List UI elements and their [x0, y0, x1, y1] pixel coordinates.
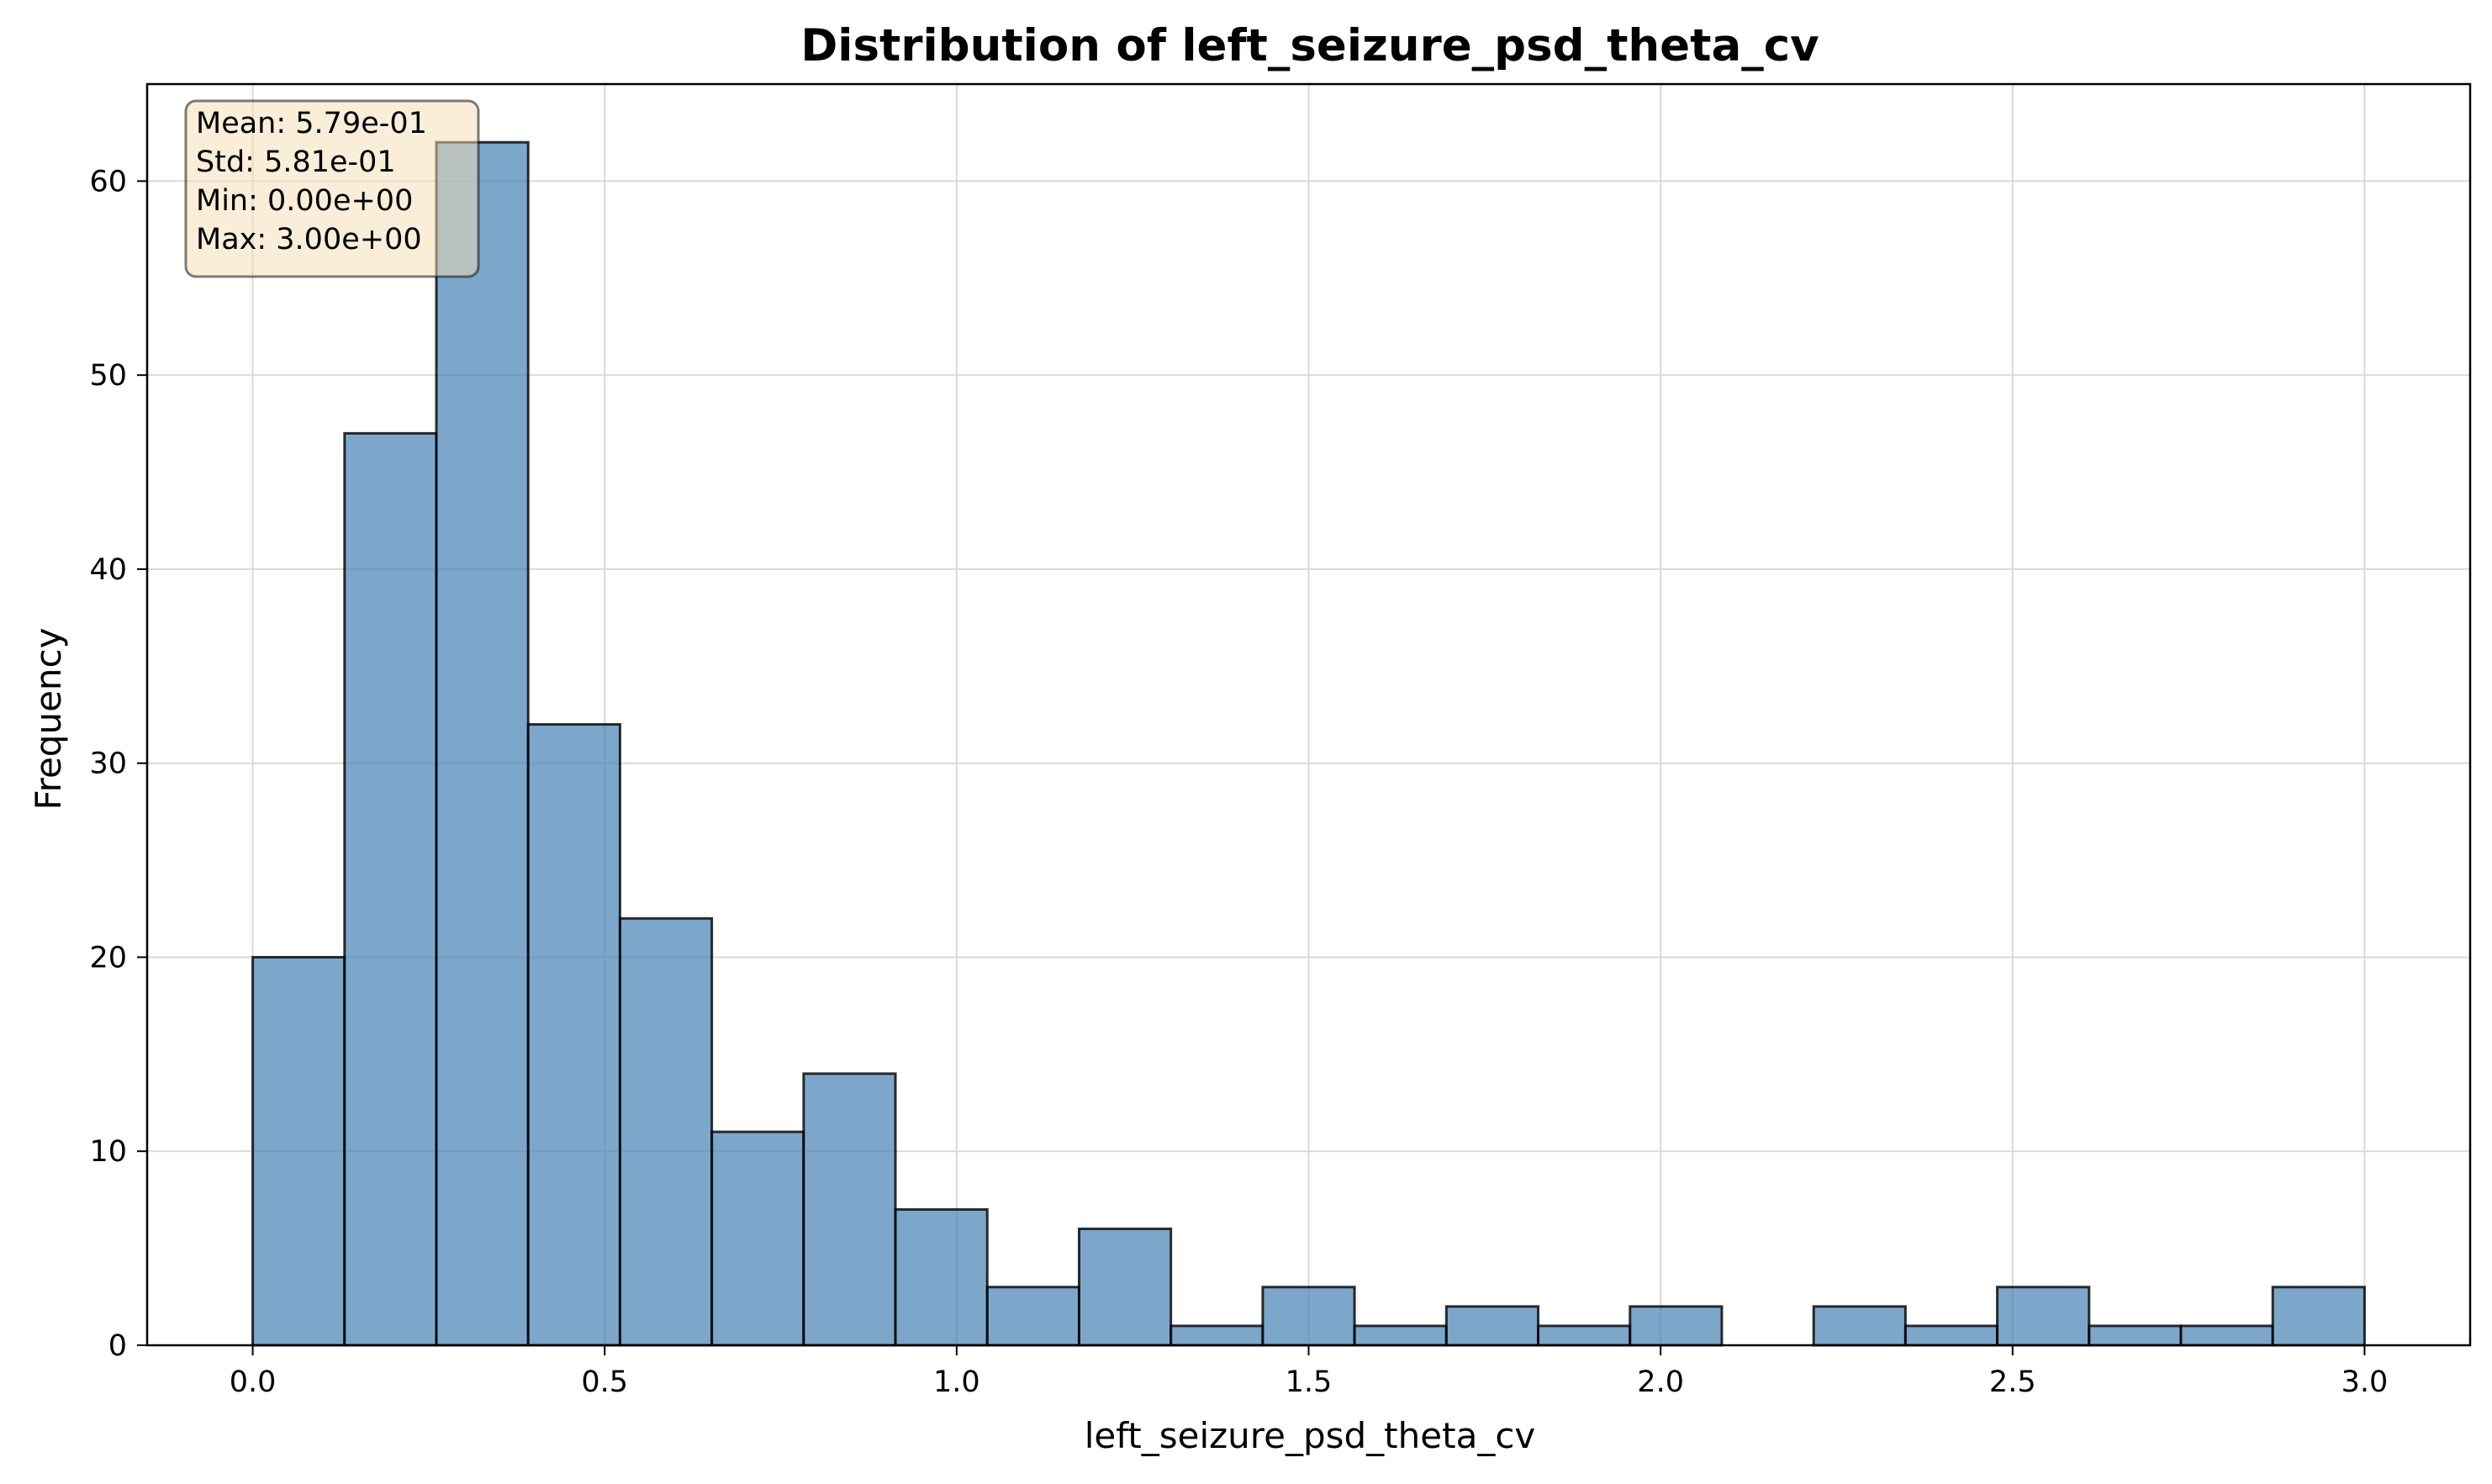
stats-box-background: [184, 99, 480, 278]
stats-box: Mean: 5.79e-01 Std: 5.81e-01 Min: 0.00e+…: [184, 99, 480, 278]
x-tick-label: 3.0: [2342, 1365, 2389, 1399]
histogram-bar: [2179, 1324, 2274, 1347]
histogram-bar: [1169, 1324, 1264, 1347]
histogram-bar: [710, 1130, 805, 1347]
histogram-bar: [1537, 1324, 1632, 1347]
histogram-bar: [343, 431, 438, 1347]
histogram-bar: [802, 1072, 897, 1347]
y-tick-label: 0: [108, 1329, 127, 1363]
histogram-bar: [1903, 1324, 1999, 1347]
chart-title: Distribution of left_seizure_psd_theta_c…: [800, 20, 1819, 71]
histogram-bars: [251, 140, 2366, 1347]
histogram-bar: [2271, 1286, 2366, 1347]
histogram-bar: [1353, 1324, 1448, 1347]
y-axis-ticks: 0 10 20 30 40 50 60: [89, 165, 147, 1363]
histogram-bar: [435, 140, 530, 1347]
stats-min: Min: 0.00e+00: [196, 184, 413, 218]
x-tick-label: 1.0: [933, 1365, 980, 1399]
y-tick-label: 20: [89, 941, 127, 974]
x-tick-label: 0.0: [230, 1365, 277, 1399]
histogram-bar: [1261, 1286, 1356, 1347]
x-axis-ticks: 0.0 0.5 1.0 1.5 2.0 2.5 3.0: [230, 1345, 2388, 1399]
y-tick-label: 40: [89, 553, 127, 587]
y-tick-label: 50: [89, 359, 127, 393]
histogram-bar: [985, 1286, 1080, 1347]
histogram-bar: [1077, 1228, 1173, 1347]
x-tick-label: 2.0: [1637, 1365, 1684, 1399]
histogram-bar: [251, 955, 346, 1347]
y-tick-label: 10: [89, 1135, 127, 1169]
histogram-bar: [1444, 1305, 1540, 1347]
x-tick-label: 0.5: [581, 1365, 628, 1399]
stats-std: Std: 5.81e-01: [196, 145, 396, 179]
histogram-bar: [1629, 1305, 1724, 1347]
histogram-bar: [526, 723, 621, 1347]
x-tick-label: 2.5: [1989, 1365, 2036, 1399]
x-axis-label: left_seizure_psd_theta_cv: [1085, 1415, 1536, 1456]
x-tick-label: 1.5: [1286, 1365, 1333, 1399]
y-tick-label: 60: [89, 165, 127, 198]
stats-max: Max: 3.00e+00: [196, 223, 422, 256]
histogram-bar: [894, 1207, 989, 1347]
y-tick-label: 30: [89, 747, 127, 781]
y-axis-label: Frequency: [28, 628, 69, 811]
histogram-bar: [1996, 1286, 2091, 1347]
histogram-bar: [2088, 1324, 2183, 1347]
histogram-bar: [618, 916, 714, 1347]
histogram-bar: [1812, 1305, 1907, 1347]
stats-mean: Mean: 5.79e-01: [196, 107, 427, 140]
